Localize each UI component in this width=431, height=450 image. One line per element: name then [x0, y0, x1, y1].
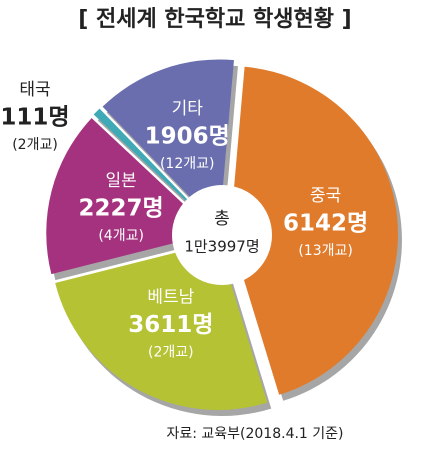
value-label: 6142명	[283, 211, 368, 237]
value-label: 2227명	[79, 195, 164, 221]
slice	[229, 66, 398, 395]
category-label: 기타	[172, 99, 204, 119]
chart-title: [ 전세계 한국학교 학생현황 ]	[78, 7, 351, 32]
value-label: 3611명	[128, 312, 213, 338]
slice	[102, 59, 234, 228]
category-label: 베트남	[147, 288, 194, 308]
school-count: (13개교)	[298, 243, 353, 259]
slice	[93, 108, 217, 230]
value-label: 111명	[0, 105, 69, 131]
school-count: (4개교)	[98, 228, 144, 244]
school-count: (2개교)	[148, 345, 194, 361]
category-label: 중국	[310, 186, 341, 206]
center-label: 1만3997명	[184, 238, 259, 256]
category-label: 태국	[19, 80, 50, 100]
category-label: 일본	[106, 171, 137, 191]
source: 자료: 교육부(2018.4.1 기준)	[166, 426, 343, 442]
school-count: (2개교)	[12, 137, 58, 153]
center-hole	[172, 185, 272, 285]
center-label: 총	[214, 209, 230, 229]
value-label: 1906명	[145, 123, 230, 149]
school-count: (12개교)	[160, 156, 215, 172]
